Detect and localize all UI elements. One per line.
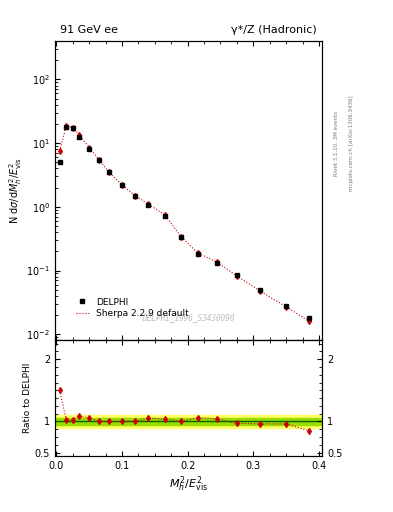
Bar — [55, 418, 322, 424]
DELPHI — [119, 182, 124, 188]
Sherpa 2.2.9 default — [77, 132, 82, 138]
DELPHI — [179, 233, 184, 240]
Sherpa 2.2.9 default — [70, 124, 75, 131]
Sherpa 2.2.9 default — [146, 201, 151, 207]
Sherpa 2.2.9 default — [87, 144, 92, 151]
Sherpa 2.2.9 default — [179, 233, 184, 240]
Sherpa 2.2.9 default — [195, 250, 200, 256]
Line: DELPHI: DELPHI — [57, 124, 312, 321]
Sherpa 2.2.9 default — [97, 157, 101, 163]
DELPHI — [107, 169, 111, 175]
Sherpa 2.2.9 default — [162, 211, 167, 218]
DELPHI — [133, 193, 138, 199]
Text: 91 GeV ee: 91 GeV ee — [61, 25, 118, 35]
DELPHI — [64, 124, 68, 130]
Sherpa 2.2.9 default — [107, 169, 111, 175]
Sherpa 2.2.9 default — [257, 288, 262, 294]
DELPHI — [146, 202, 151, 208]
Legend: DELPHI, Sherpa 2.2.9 default: DELPHI, Sherpa 2.2.9 default — [73, 295, 192, 321]
DELPHI — [284, 303, 288, 309]
DELPHI — [70, 125, 75, 132]
DELPHI — [87, 146, 92, 153]
Sherpa 2.2.9 default — [119, 182, 124, 188]
DELPHI — [215, 260, 220, 266]
Y-axis label: N d$\sigma$/d$M_h^2$/$E_{\rm vis}^2$: N d$\sigma$/d$M_h^2$/$E_{\rm vis}^2$ — [7, 157, 24, 224]
Sherpa 2.2.9 default — [235, 273, 239, 279]
DELPHI — [97, 157, 101, 163]
Text: mcplots.cern.ch [arXiv:1306.3436]: mcplots.cern.ch [arXiv:1306.3436] — [349, 96, 354, 191]
Text: γ*/Z (Hadronic): γ*/Z (Hadronic) — [231, 25, 317, 35]
DELPHI — [77, 134, 82, 140]
Sherpa 2.2.9 default — [64, 123, 68, 129]
Line: Sherpa 2.2.9 default: Sherpa 2.2.9 default — [60, 126, 309, 322]
Text: DELPHI_1996_S3430090: DELPHI_1996_S3430090 — [142, 313, 235, 323]
Bar — [55, 415, 322, 428]
Sherpa 2.2.9 default — [307, 318, 312, 325]
DELPHI — [57, 159, 62, 165]
Y-axis label: Ratio to DELPHI: Ratio to DELPHI — [23, 363, 32, 433]
Sherpa 2.2.9 default — [284, 304, 288, 310]
X-axis label: $M_h^2/E_{\rm vis}^2$: $M_h^2/E_{\rm vis}^2$ — [169, 475, 208, 494]
Sherpa 2.2.9 default — [57, 148, 62, 154]
DELPHI — [257, 287, 262, 293]
Sherpa 2.2.9 default — [215, 259, 220, 265]
DELPHI — [307, 315, 312, 321]
DELPHI — [162, 213, 167, 219]
Sherpa 2.2.9 default — [133, 193, 138, 199]
DELPHI — [235, 272, 239, 278]
DELPHI — [195, 251, 200, 258]
Text: Rivet 3.1.10, 3M events: Rivet 3.1.10, 3M events — [334, 111, 338, 176]
